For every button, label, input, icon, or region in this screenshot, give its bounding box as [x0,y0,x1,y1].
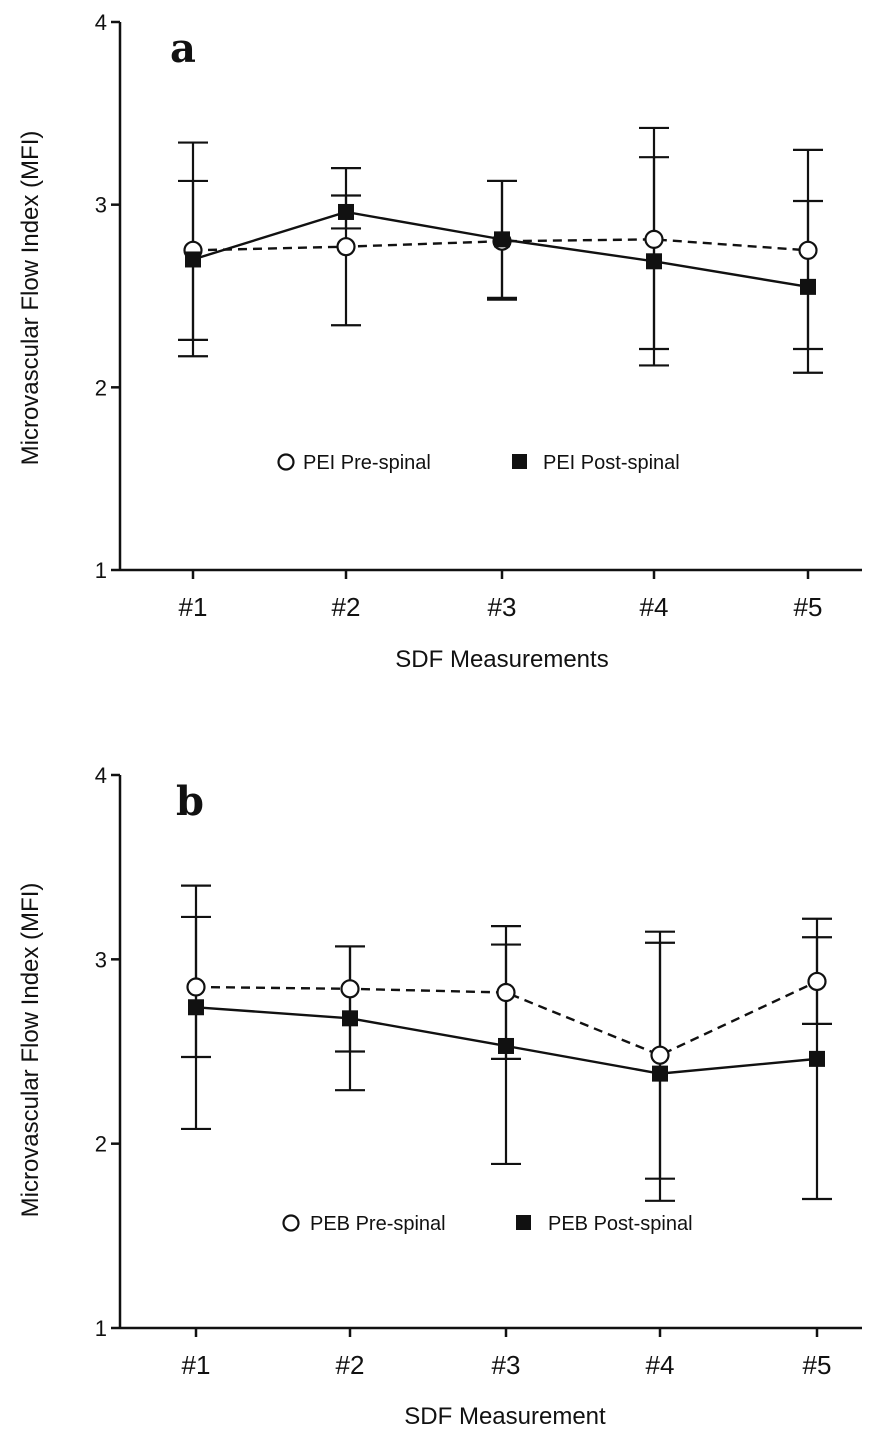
panel-b-series-post-point [188,999,204,1016]
panel-b-y-axis-title: Microvascular Flow Index (MFI) [17,883,44,1218]
panel-a-series-post-point [800,278,816,295]
panel-a-series-post-point [646,253,662,270]
panel-a-letter: a [170,25,196,72]
panel-a-legend-post-marker [512,454,527,469]
panel-b-series-post-point [498,1037,514,1054]
panel-b-series-pre-point [186,977,206,997]
panel-b-series-pre-point [807,971,827,992]
panel-a-series-post-point [494,231,510,248]
panel-a-series-pre-line [192,238,809,252]
panel-b-legend-post-label: PEB Post-spinal [548,1213,693,1235]
panel-a-y-tick-label: 4 [95,10,107,35]
panel-b-legend-pre-label: PEB Pre-spinal [310,1213,446,1235]
panel-a-x-tick-label: #2 [332,592,361,622]
panel-a-x-tick-label: #4 [640,592,669,622]
panel-a-series-post-point [338,203,354,220]
panel-b-x-tick-label: #1 [182,1350,211,1380]
panel-b-chart: b 1 2 3 4 #1 #2 #3 #4 #5 Microvascular Flow Inde… [17,763,862,1430]
panel-b-legend-pre-marker [282,1214,300,1232]
panel-a-chart: a 1 2 3 4 #1 #2 #3 #4 #5 Microvascular Flow Inde… [17,10,862,673]
panel-a-x-tick-label: #3 [488,592,517,622]
panel-a-series-pre-point [644,229,664,249]
panel-b-x-axis-title: SDF Measurement [404,1403,606,1430]
panel-a-series-pre-point [798,240,818,260]
panel-a-y-tick-label: 3 [95,193,107,218]
panel-b-series-pre-point [650,1045,670,1065]
panel-a-y-axis-title: Microvascular Flow Index (MFI) [17,131,44,466]
panel-b-x-tick-label: #3 [492,1350,521,1380]
panel-b-series-post-point [652,1065,668,1082]
panel-b-y-tick-label: 3 [95,947,107,972]
panel-a-series-pre-point [336,237,356,257]
panel-a-y-tick-label: 1 [95,558,107,583]
panel-a-series-post-point [185,251,201,268]
panel-b-x-tick-label: #5 [803,1350,832,1380]
panel-b-series-pre-point [496,982,516,1003]
panel-a-y-tick-label: 2 [95,375,107,400]
panel-b-y-tick-label: 4 [95,763,107,788]
panel-a-legend: PEI Pre-spinal PEI Post-spinal [277,452,680,474]
panel-b-x-tick-label: #2 [336,1350,365,1380]
panel-a-x-tick-label: #1 [179,592,208,622]
panel-b-y-tick-label: 2 [95,1132,107,1157]
panel-b-x-tick-label: #4 [646,1350,675,1380]
panel-b-series-post-point [342,1010,358,1027]
panel-a-x-axis-title: SDF Measurements [395,646,608,673]
panel-b-series-pre-point [340,979,360,999]
panel-b-legend: PEB Pre-spinal PEB Post-spinal [282,1213,693,1235]
panel-a-legend-pre-marker [277,453,295,471]
panel-a-legend-pre-label: PEI Pre-spinal [303,452,431,474]
panel-a-x-tick-label: #5 [794,592,823,622]
panel-b-letter: b [176,778,204,825]
panel-a-legend-post-label: PEI Post-spinal [543,452,680,474]
panel-b-legend-post-marker [516,1215,531,1230]
panel-b-y-tick-label: 1 [95,1316,107,1341]
panel-b-series-post-point [809,1050,825,1067]
